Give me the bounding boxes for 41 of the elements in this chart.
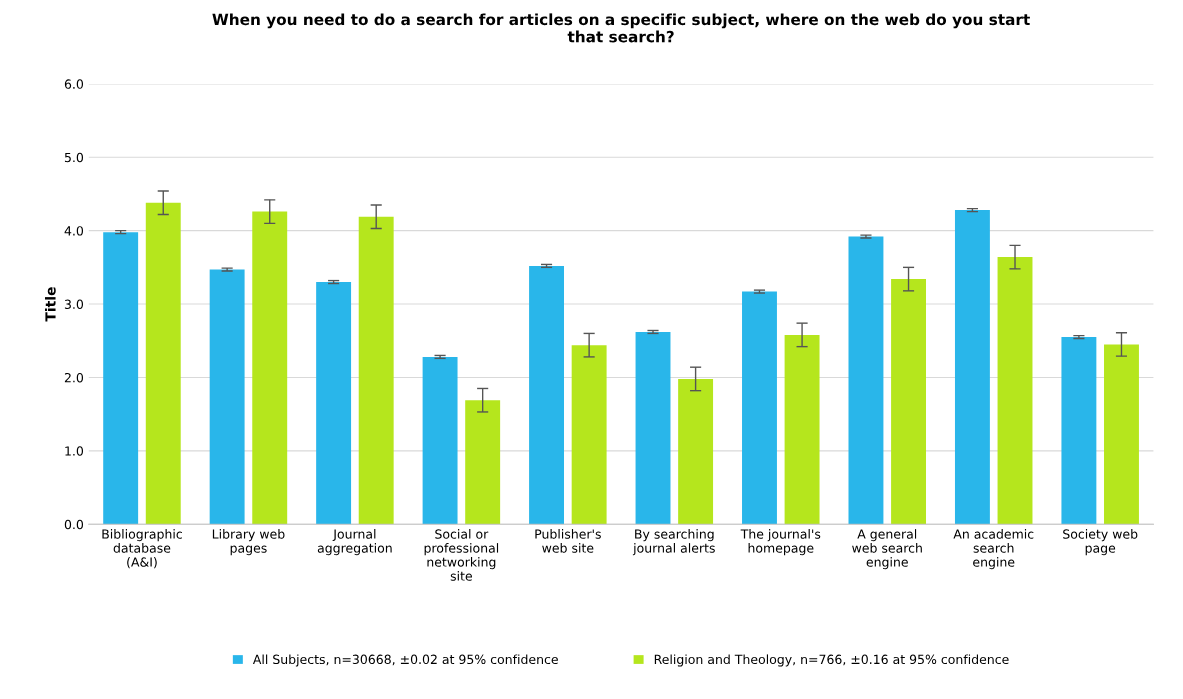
x-tick-label: Publisher's web site <box>535 529 601 553</box>
x-tick-label: An academic search engine <box>953 529 1034 570</box>
x-tick-label: A general web search engine <box>852 529 922 570</box>
x-tick-label: By searching journal alerts <box>632 529 715 556</box>
y-tick-label: 1.0 <box>65 446 84 456</box>
bar <box>209 269 245 525</box>
bar <box>529 265 565 525</box>
bar <box>784 334 820 525</box>
legend-label: Religion and Theology, n=766, ±0.16 at 95% confidence <box>654 654 1009 667</box>
bar <box>954 210 990 525</box>
bar <box>1104 344 1139 525</box>
bar <box>465 400 501 525</box>
bar <box>891 279 927 525</box>
bar <box>145 202 181 525</box>
bar <box>678 378 714 525</box>
y-tick-label: 0.0 <box>64 519 84 530</box>
x-tick-label: Society web page <box>1063 529 1138 556</box>
x-tick-label: Library web pages <box>212 529 285 556</box>
bar <box>571 345 607 525</box>
bar <box>103 232 139 525</box>
legend-label: All Subjects, n=30668, ±0.02 at 95% confidence <box>252 654 558 667</box>
y-tick-label: 3.0 <box>64 299 84 309</box>
x-tick-label: Social or professional networking site <box>424 529 499 581</box>
bar <box>848 236 884 525</box>
bar <box>358 216 394 525</box>
x-tick-label: Bibliographic database (A&I) <box>102 529 182 569</box>
bar <box>316 282 352 525</box>
bar <box>422 356 458 525</box>
chart-title: When you need to do a search for articles on a specific subject, where on the web do you start that search? <box>212 13 1030 43</box>
bar <box>1061 337 1097 525</box>
bar <box>742 291 777 525</box>
bar <box>252 211 288 525</box>
y-tick-label: 5.0 <box>64 152 84 163</box>
x-tick-label: The journal's homepage <box>740 529 821 556</box>
x-tick-label: Journal aggregation <box>317 529 392 556</box>
y-tick-label: 4.0 <box>64 226 84 236</box>
y-tick-label: 2.0 <box>64 372 84 383</box>
y-tick-label: 6.0 <box>64 79 84 89</box>
y-axis-title: Title <box>44 287 56 322</box>
bar <box>635 331 671 525</box>
bar <box>997 257 1033 525</box>
